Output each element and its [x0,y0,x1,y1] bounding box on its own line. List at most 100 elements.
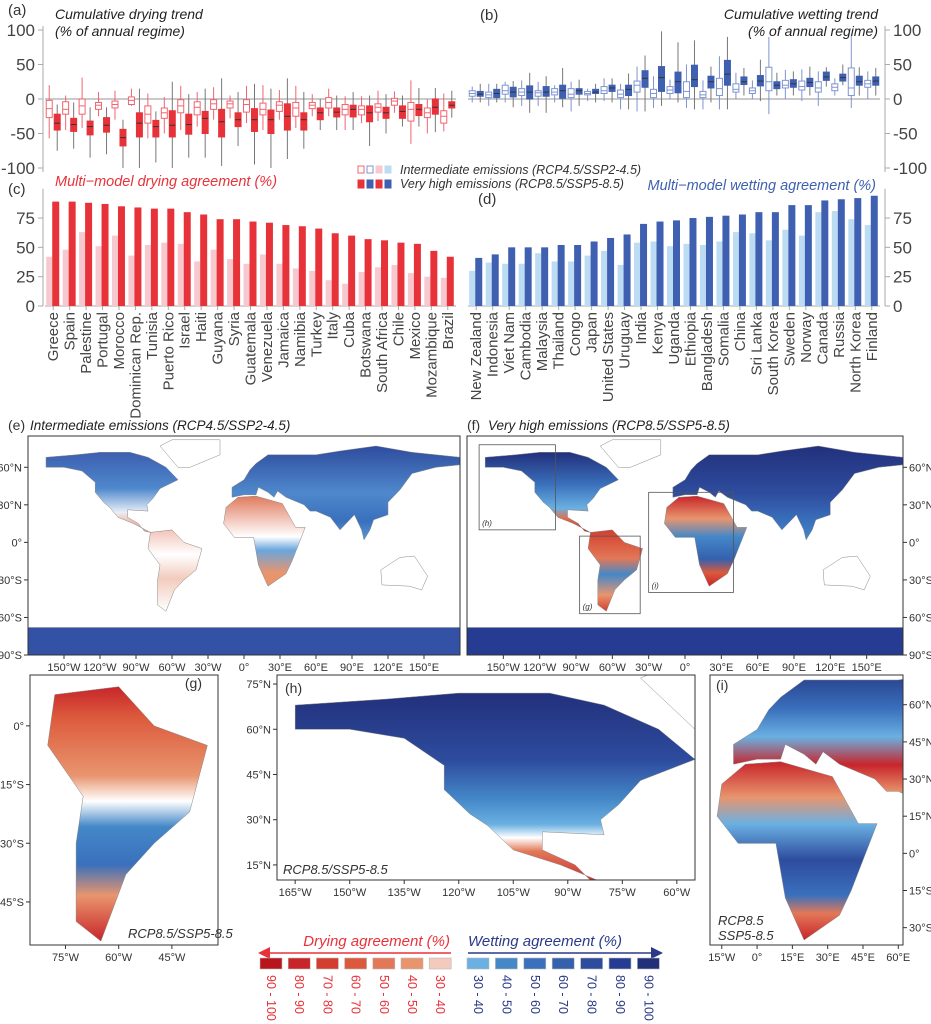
box-guatemala-very-high [251,83,258,165]
box-tunisia-very-high [152,111,160,163]
bar-turkey-intermediate [309,270,316,306]
box-finland-very-high [872,67,880,96]
box-italy-intermediate [325,88,333,117]
box [86,120,94,136]
box-south-korea-intermediate [765,36,773,115]
box [723,59,731,86]
box [682,81,690,99]
bar-italy-very-high [331,233,339,306]
legend-bin-wetting [551,957,575,970]
box [62,101,70,115]
map-title-f: Very high emissions (RCP8.5/SSP5-8.5) [488,418,730,433]
legend-bin-wetting [608,957,632,970]
box [567,88,575,99]
lat-tick-label: 60°N [909,462,931,474]
box [193,101,201,116]
lon-tick-label: 150°E [409,662,439,674]
box [641,70,649,88]
legend-swatch-intermediate [357,165,365,174]
box-puerto-rico-intermediate [160,96,168,134]
box [292,101,300,117]
box [690,64,698,88]
box-norway-intermediate [798,69,806,102]
box-venezuela-intermediate [259,85,267,131]
y-tick-label: -100 [1,159,35,178]
inset-label: (i) [652,581,659,590]
bar-spain-very-high [68,201,76,306]
legend-bin-wetting [495,957,518,970]
box [243,99,250,113]
box-new-zealand-very-high [476,83,484,103]
box [366,105,374,123]
bar-south-korea-intermediate [765,240,772,306]
box-tunisia-intermediate [144,93,152,139]
x-tick-label: Israel [177,312,194,349]
bar-india-intermediate [634,242,641,306]
legend-bin-label: 40 - 50 [499,975,513,1014]
lat-tick-label: 0° [909,537,920,549]
box-congo-very-high [575,79,583,106]
legend-bin-label: 50 - 60 [528,975,542,1014]
lat-tick-label: 45°N [909,737,931,749]
x-tick-label: Palestine [78,312,95,374]
region-af [664,495,748,587]
box-bangladesh-very-high [707,66,715,103]
legend-swatch-intermediate [366,165,374,174]
lon-tick-label: 75°W [52,952,80,964]
x-tick-label: South Africa [374,311,391,393]
box [822,71,830,81]
chart-title-a-line2: (% of annual regime) [55,23,185,39]
legend-intermediate-label: Intermediate emissions (RCP4.5/SSP2-4.5) [400,163,641,177]
region-sa [147,529,203,612]
box-palestine-very-high [86,107,94,158]
legend-swatch-very-high [375,179,383,189]
box-japan-intermediate [584,88,592,102]
lat-tick-label: 15°N [246,860,271,872]
bar-bangladesh-very-high [705,216,713,306]
bar-jamaica-intermediate [276,263,283,306]
bar-cuba-intermediate [342,283,349,306]
x-tick-label: Uganda [666,311,683,364]
bar-italy-intermediate [325,280,332,306]
box-morocco-very-high [119,119,127,168]
box-portugal-very-high [103,107,111,155]
bar-namibia-intermediate [292,268,299,306]
bar-ethiopia-very-high [689,218,697,306]
x-tick-label: Viet Nam [501,312,518,373]
map-land [47,686,208,942]
x-tick-label: Somalia [715,311,732,366]
bar-congo-very-high [574,245,582,306]
legend-bin-label: 80 - 90 [292,975,306,1014]
box-brazil-intermediate [440,93,448,132]
bar-viet-nam-very-high [508,247,516,306]
bar-uganda-intermediate [667,246,673,306]
box-indonesia-very-high [493,83,501,103]
bar-chart-panel-c: 0 25 50 75 Greece Spain Palestine Portugal Moroc… [16,188,457,419]
region-sa [47,686,208,942]
bar-somalia-very-high [722,215,730,306]
x-tick-label: Brazil [440,312,457,350]
bar-cambodia-very-high [524,247,532,306]
panel-label-e: (e) [8,417,25,433]
box-uganda-very-high [674,42,682,103]
box-malaysia-very-high [542,76,550,113]
map-caption-i-line1: RCP8.5 [718,913,764,928]
y-tick-label: 75 [893,209,912,228]
lat-tick-label: 60°N [246,724,271,736]
drying-arrow-head-icon [258,947,270,959]
bar-guatemala-intermediate [243,263,250,306]
bar-norway-very-high [804,205,812,306]
bar-mozambique-very-high [430,250,438,306]
lat-tick-label: 15°S [909,886,931,898]
bar-sweden-very-high [788,205,796,306]
bar-finland-very-high [870,195,878,306]
lat-tick-label: 90°S [909,650,931,662]
x-tick-label: South Korea [765,311,782,395]
lon-tick-label: 60°E [304,662,328,674]
lat-tick-label: 0° [13,721,24,733]
box [210,99,218,110]
box-chile-very-high [398,95,406,127]
box-greece-very-high [53,104,61,151]
lon-tick-label: 15°W [708,952,736,964]
y-tick-label: 0 [893,90,902,109]
